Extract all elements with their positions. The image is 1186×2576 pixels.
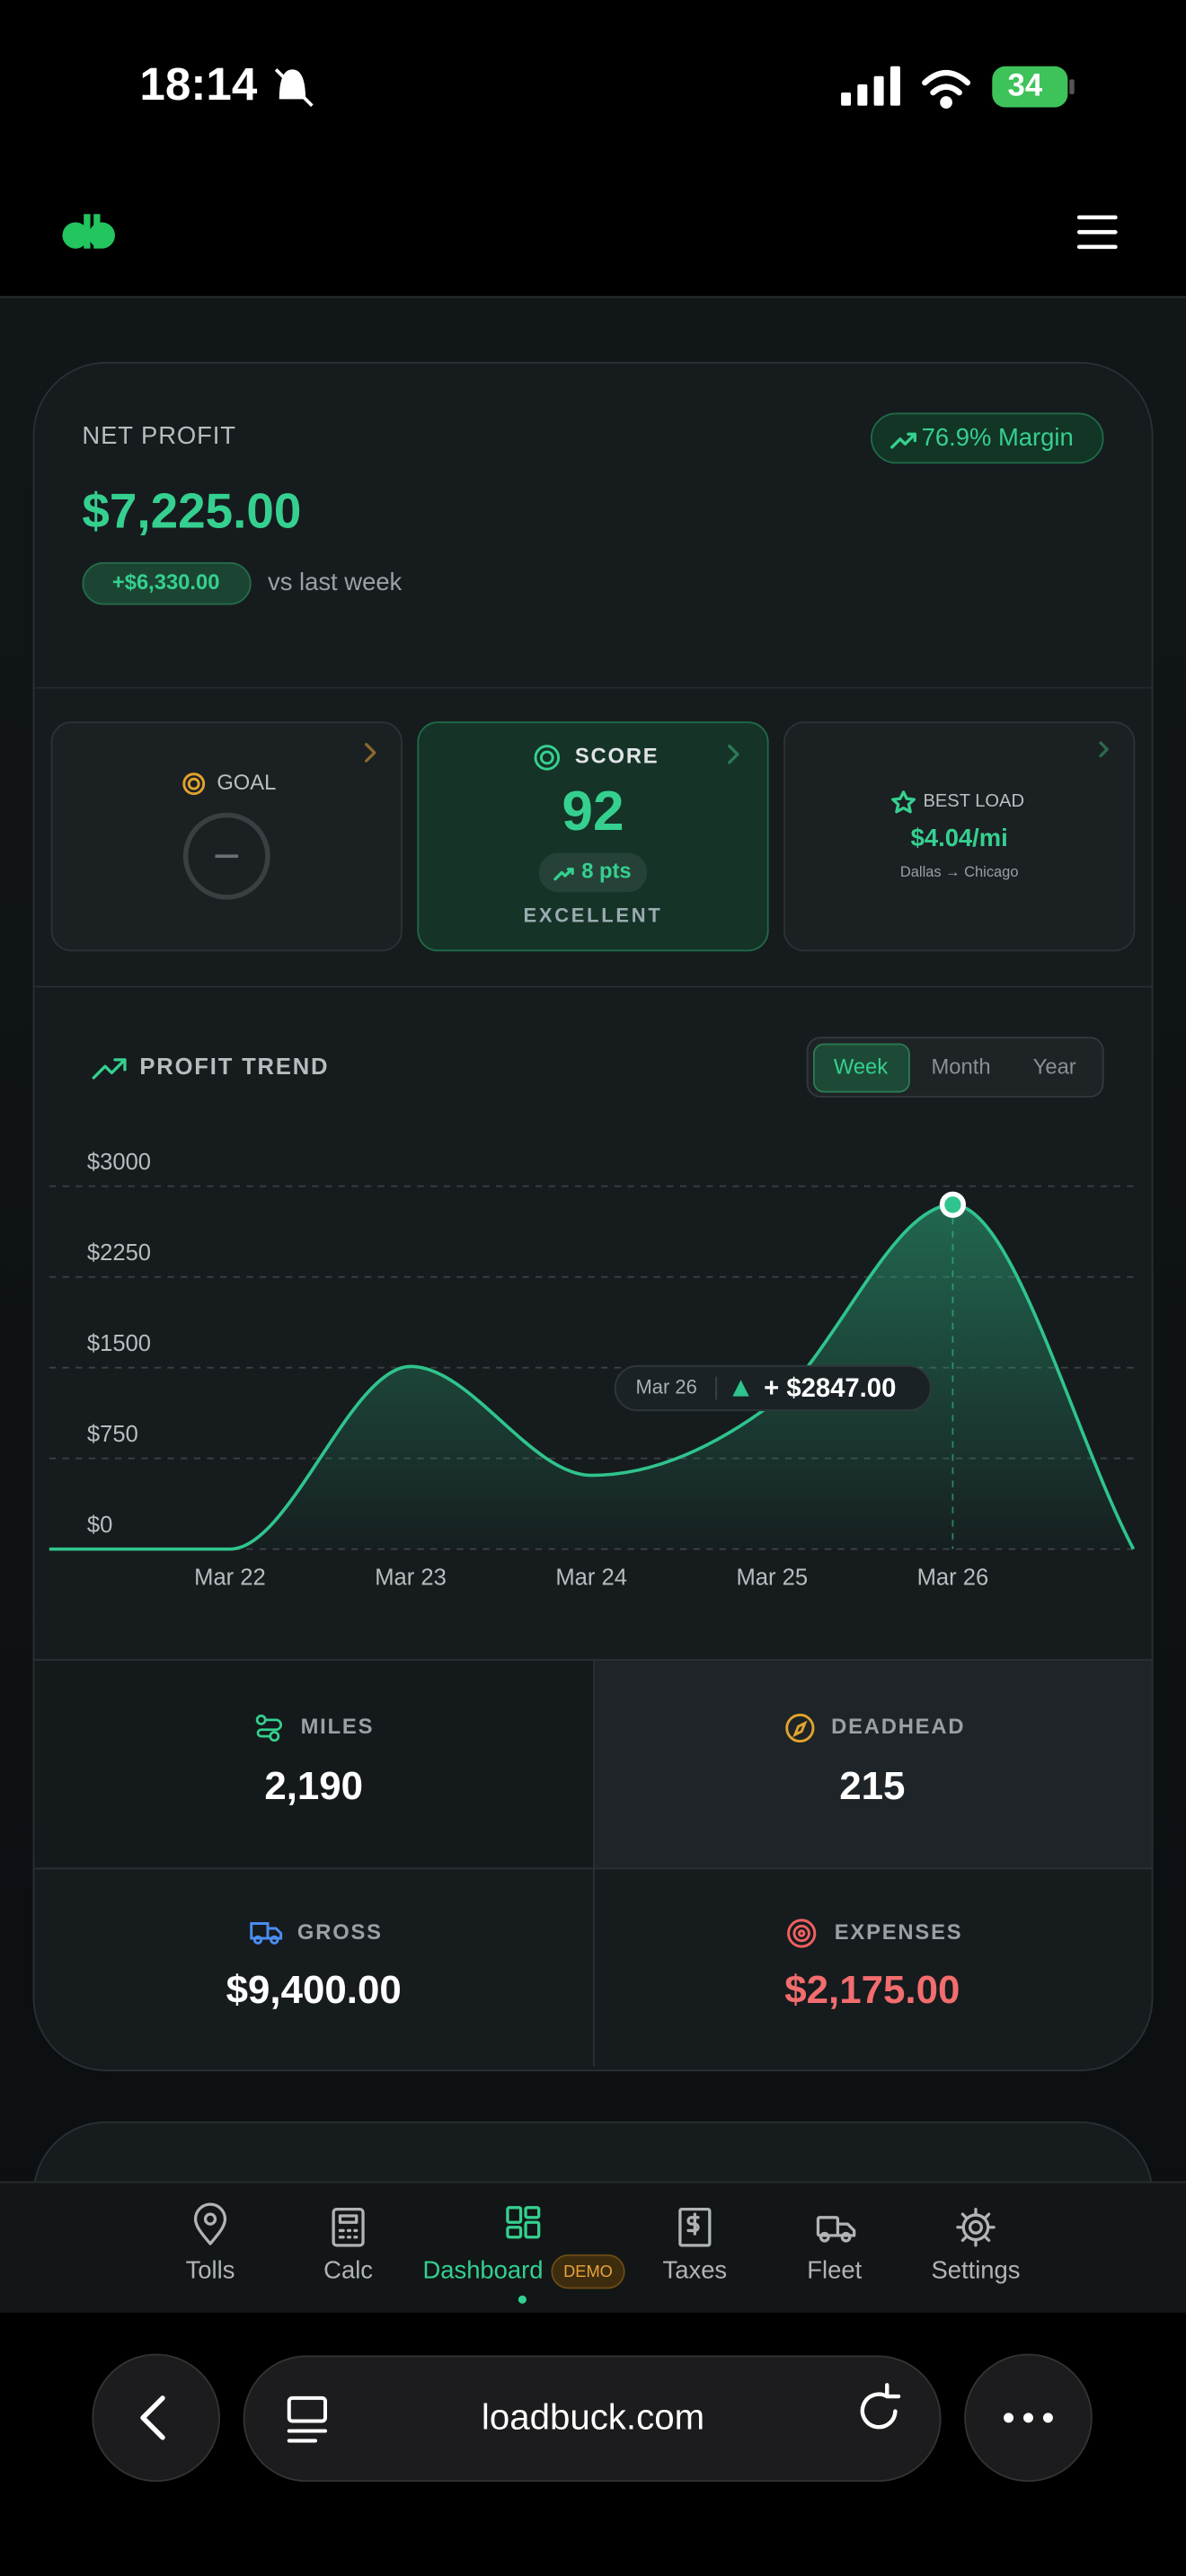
best-load-card[interactable] xyxy=(783,721,1136,952)
reload-icon[interactable] xyxy=(860,2383,901,2430)
mute-icon xyxy=(274,68,314,107)
tabs-icon xyxy=(287,2395,328,2443)
score-icon xyxy=(534,745,561,771)
expenses-icon xyxy=(787,1919,817,1948)
score-card[interactable] xyxy=(417,721,769,952)
tab-label[interactable]: Fleet xyxy=(807,2255,862,2283)
y-tick-label: $2250 xyxy=(87,1240,151,1266)
margin-pill xyxy=(870,412,1104,464)
period-option[interactable]: Week xyxy=(834,1054,888,1079)
tab-labels: Tolls Calc Dashboard DEMO Taxes Fleet Settings xyxy=(186,2254,1020,2289)
score-pill xyxy=(538,852,648,893)
gross-icon xyxy=(250,1922,283,1945)
stat-value: $9,400.00 xyxy=(226,1968,402,2012)
battery-tip xyxy=(1069,79,1075,94)
margin: 76.9% Margin xyxy=(922,423,1074,451)
x-tick-label: Mar 25 xyxy=(736,1565,808,1590)
demo-badge xyxy=(551,2254,625,2289)
goal-card[interactable] xyxy=(50,721,403,952)
back-icon xyxy=(140,2395,165,2440)
chart-title: PROFIT TREND xyxy=(139,1054,329,1080)
back-button[interactable] xyxy=(92,2353,220,2483)
tab-label[interactable]: Settings xyxy=(931,2255,1020,2283)
margin-icon xyxy=(890,432,916,449)
stat-value: $2,175.00 xyxy=(784,1968,960,2012)
signal-icon xyxy=(841,66,900,106)
y-tick-label: $3000 xyxy=(87,1150,151,1175)
area xyxy=(49,1204,1134,1549)
star-icon xyxy=(891,790,916,814)
best-load-value: $4.04/mi xyxy=(911,824,1008,851)
goal-icon xyxy=(182,772,206,796)
change-pill xyxy=(82,561,252,605)
score-rating: EXCELLENT xyxy=(523,904,662,927)
line xyxy=(49,1203,1136,1551)
stat-label: EXPENSES xyxy=(835,1920,963,1945)
x-tick-label: Mar 22 xyxy=(194,1565,266,1590)
url-bar[interactable] xyxy=(243,2355,942,2483)
period-option[interactable]: Month xyxy=(932,1054,991,1079)
url: loadbuck.com xyxy=(482,2396,704,2437)
best-load-label: BEST LOAD xyxy=(923,791,1024,811)
point-marker-inner xyxy=(944,1196,961,1213)
tab-label[interactable]: Tolls xyxy=(186,2255,235,2283)
score-change: 8 pts xyxy=(581,860,631,884)
tooltip-arrow xyxy=(732,1380,749,1397)
x-tick-label: Mar 24 xyxy=(555,1565,627,1590)
chevron xyxy=(365,743,376,763)
top-bar xyxy=(0,0,1186,296)
tab-label[interactable]: Calc xyxy=(323,2255,373,2283)
score-trend-icon xyxy=(553,868,574,881)
battery-level: 34 xyxy=(1008,69,1043,103)
wifi-icon xyxy=(922,69,971,109)
tab-label[interactable]: Dashboard xyxy=(422,2255,543,2283)
stat-label: GROSS xyxy=(297,1920,383,1945)
x-tick-label: Mar 23 xyxy=(375,1565,447,1590)
best-load-route: Dallas → Chicago xyxy=(900,864,1019,880)
demo-badge-text: DEMO xyxy=(563,2262,613,2280)
net-profit-value: $7,225.00 xyxy=(82,482,301,538)
tooltip-category: Mar 26 xyxy=(636,1375,697,1398)
score-label: SCORE xyxy=(575,745,659,769)
tooltip xyxy=(614,1364,932,1412)
deadhead-icon xyxy=(785,1713,815,1743)
status-time: 18:14 xyxy=(139,58,257,110)
chart: Week Month Year $0 $750 $1500 $2250 $3000 Mar 22… xyxy=(49,1043,1136,1590)
chevron xyxy=(1099,741,1109,758)
menu-button[interactable] xyxy=(1076,215,1118,250)
y-tick-label: $0 xyxy=(87,1513,112,1538)
score-value: 92 xyxy=(562,781,624,842)
tab-bar xyxy=(0,2181,1186,2313)
goal-label: GOAL xyxy=(217,771,276,795)
tooltip-value: + $2847.00 xyxy=(764,1374,896,1403)
stat-cell xyxy=(593,1661,1152,1868)
stat-value: 215 xyxy=(839,1764,905,1808)
stat-label: MILES xyxy=(301,1715,375,1739)
battery xyxy=(992,66,1068,108)
miles-icon xyxy=(255,1714,282,1742)
goal-ring xyxy=(182,812,270,900)
y-tick-label: $1500 xyxy=(87,1331,151,1356)
period-active xyxy=(812,1043,910,1093)
x-tick-label: Mar 26 xyxy=(917,1565,989,1590)
chevron xyxy=(728,745,739,764)
more-icon xyxy=(1004,2413,1053,2423)
trend-icon xyxy=(92,1058,127,1080)
active-dot xyxy=(518,2295,527,2304)
period-option[interactable]: Year xyxy=(1033,1054,1076,1079)
tab-icons xyxy=(193,2202,996,2247)
stat-label: DEADHEAD xyxy=(831,1715,965,1739)
stat-cell xyxy=(34,1661,593,1868)
logo xyxy=(62,214,115,249)
comparison: vs last week xyxy=(268,568,403,595)
net-profit-label: NET PROFIT xyxy=(82,421,236,449)
net-profit-change: +$6,330.00 xyxy=(112,570,220,595)
tab-label[interactable]: Taxes xyxy=(663,2255,728,2283)
y-tick-label: $750 xyxy=(87,1422,138,1447)
stat-value: 2,190 xyxy=(264,1764,363,1808)
